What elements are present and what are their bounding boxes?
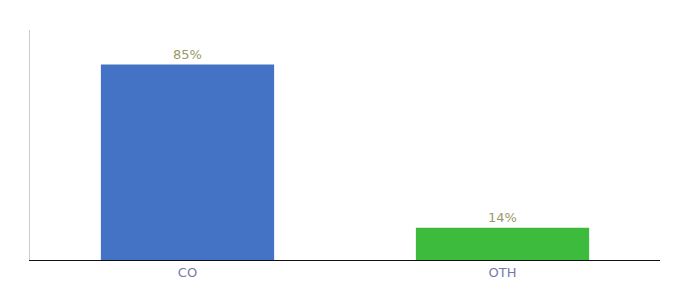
svg-text:14%: 14% [488,210,517,225]
svg-text:85%: 85% [173,47,202,62]
svg-text:CO: CO [178,265,197,280]
svg-text:OTH: OTH [489,265,517,280]
